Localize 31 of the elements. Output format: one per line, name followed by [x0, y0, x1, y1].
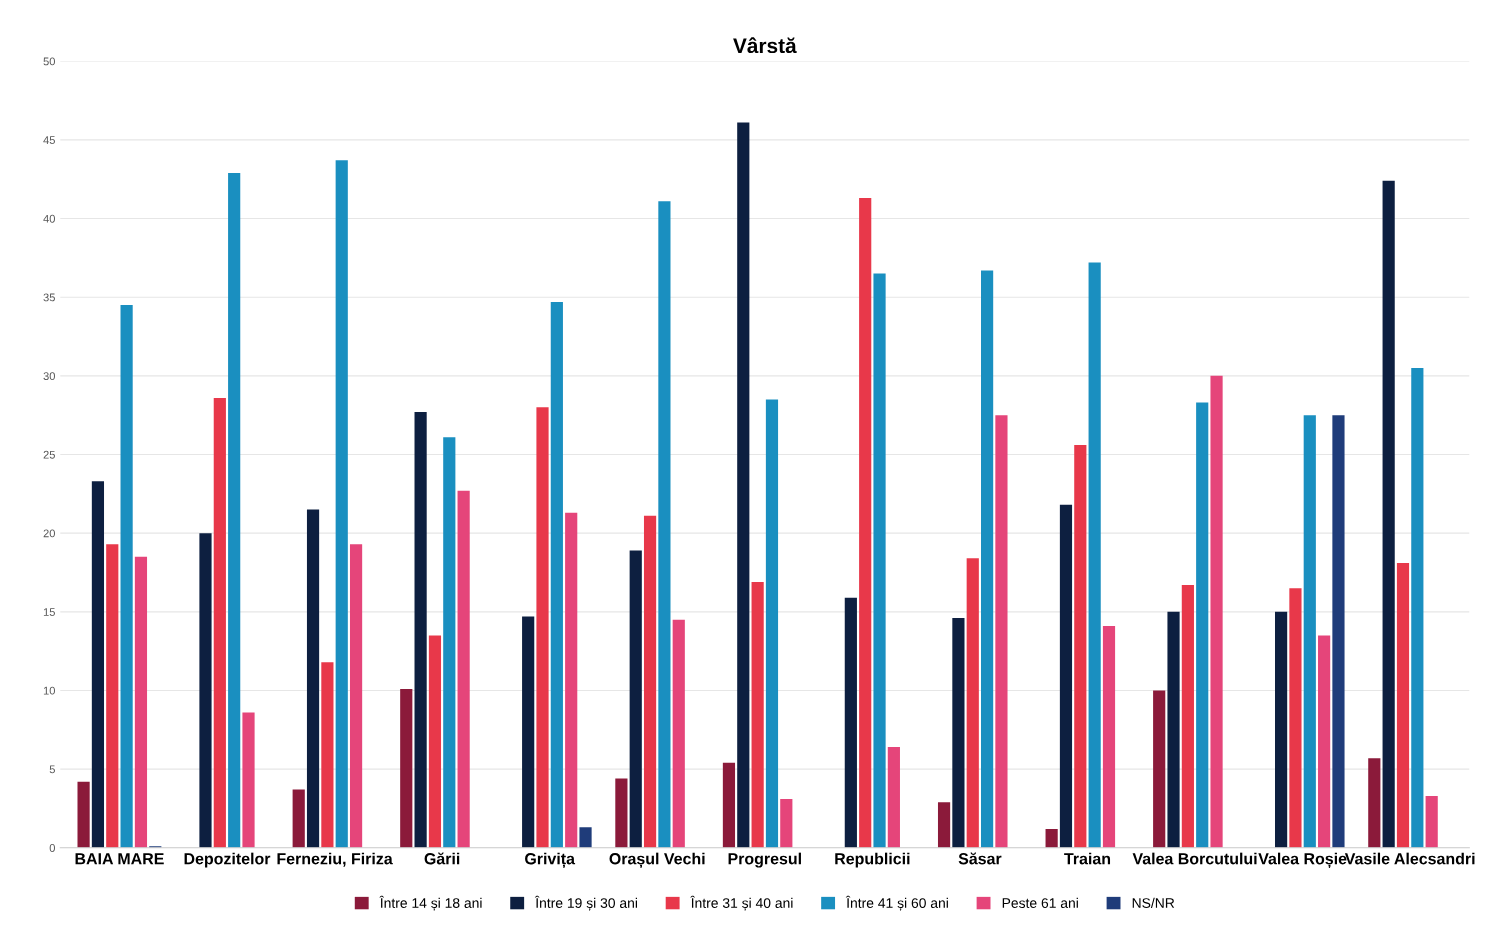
chart-title: Vârstă [733, 37, 797, 54]
y-tick-label: 40 [43, 214, 55, 223]
x-tick-label: Valea Roșie [1258, 852, 1347, 868]
x-tick-label: Vasile Alecsandri [1344, 852, 1475, 865]
x-tick-label: Grivița [525, 852, 576, 868]
y-tick-label: 15 [43, 608, 55, 616]
y-tick-label: 50 [43, 57, 55, 66]
legend-label: Între 41 și 60 ani [845, 895, 948, 911]
x-tick-label: BAIA MARE [75, 853, 164, 865]
y-tick-label: 0 [49, 844, 55, 852]
legend-label: Între 14 și 18 ani [379, 895, 482, 911]
legend-label: NS/NR [1132, 897, 1175, 908]
y-tick-label: 30 [43, 372, 55, 380]
legend-label: Între 19 și 30 ani [534, 895, 637, 911]
y-tick-label: 25 [43, 450, 55, 459]
y-tick-label: 45 [43, 136, 55, 145]
y-tick-label: 5 [49, 765, 55, 774]
x-tick-label: Valea Borcutului [1132, 852, 1257, 865]
x-tick-label: Progresul [728, 852, 801, 868]
x-tick-label: Republicii [835, 852, 910, 868]
y-tick-label: 20 [43, 529, 55, 538]
x-tick-label: Orașul Vechi [609, 852, 705, 868]
x-tick-label: Săsar [958, 852, 1002, 865]
legend-label: Între 31 și 40 ani [690, 895, 793, 911]
legend-label: Peste 61 ani [1002, 897, 1078, 908]
x-tick-label: Gării [424, 852, 460, 865]
x-tick-label: Depozitelor [184, 852, 271, 868]
y-tick-label: 10 [43, 686, 55, 695]
x-tick-label: Traian [1064, 852, 1111, 865]
x-tick-label: Ferneziu, Firiza [277, 852, 393, 867]
y-tick-label: 35 [43, 293, 55, 302]
